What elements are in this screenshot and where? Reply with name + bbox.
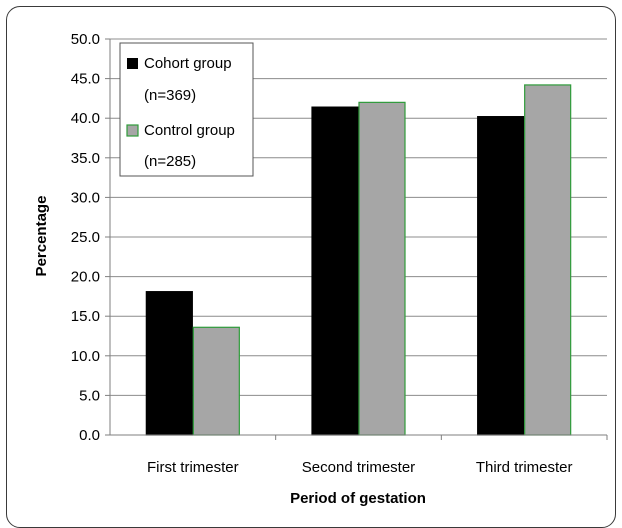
y-tick-label: 15.0 xyxy=(71,308,100,325)
y-tick-label: 0.0 xyxy=(79,427,100,444)
bar-chart: 0.0 5.0 10.0 15.0 20.0 25.0 30.0 35.0 40.0 45.0 50… xyxy=(33,31,608,507)
y-tick-label: 25.0 xyxy=(71,229,100,246)
bar-control xyxy=(192,326,240,436)
x-tick-label: Third trimester xyxy=(476,459,573,476)
axes xyxy=(109,39,608,440)
legend-swatch-control xyxy=(126,124,139,137)
y-tick-label: 20.0 xyxy=(71,269,100,286)
y-tick-label: 10.0 xyxy=(71,348,100,365)
x-tick-label: Second trimester xyxy=(302,459,415,476)
legend-swatch-cohort xyxy=(127,58,138,69)
x-tick-labels: First trimester Second trimester Third tri… xyxy=(147,459,573,476)
legend-label-cohort: Cohort group xyxy=(144,55,232,72)
x-tick-label: First trimester xyxy=(147,459,239,476)
y-tick-label: 50.0 xyxy=(71,31,100,48)
y-tick-label: 40.0 xyxy=(71,110,100,127)
y-tick-labels: 0.0 5.0 10.0 15.0 20.0 25.0 30.0 35.0 40.0 45.0 50… xyxy=(71,31,100,444)
y-axis-title: Percentage xyxy=(33,196,50,277)
y-tick-label: 30.0 xyxy=(71,189,100,206)
bar-control xyxy=(524,84,572,436)
legend-label-control: Control group xyxy=(144,122,235,139)
legend-box xyxy=(119,42,254,177)
bars xyxy=(145,84,572,436)
y-tick-label: 35.0 xyxy=(71,150,100,167)
bar-cohort xyxy=(311,106,359,436)
legend-label-control-n: (n=285) xyxy=(144,153,196,170)
bar-cohort xyxy=(477,116,525,436)
y-tick-label: 45.0 xyxy=(71,71,100,88)
bar-cohort xyxy=(145,291,193,436)
legend: Cohort group (n=369) Control group (n=28… xyxy=(119,42,254,177)
legend-label-cohort-n: (n=369) xyxy=(144,87,196,104)
x-axis-title: Period of gestation xyxy=(290,490,426,507)
y-tick-label: 5.0 xyxy=(79,387,100,404)
bar-control xyxy=(358,101,406,436)
